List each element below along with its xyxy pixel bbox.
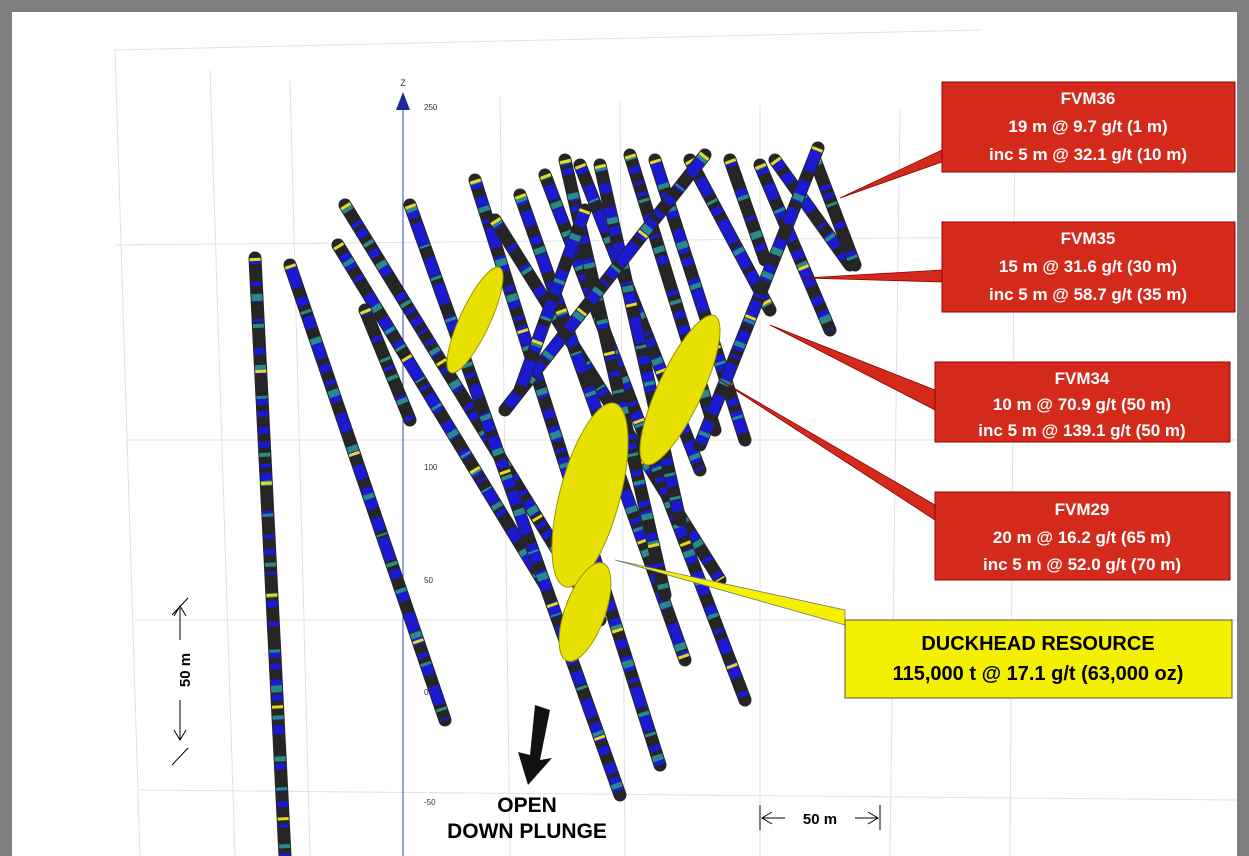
horizontal-scale-bar [759, 805, 881, 830]
z-tick-label: 250 [424, 103, 438, 112]
callout-line: inc 5 m @ 139.1 g/t (50 m) [978, 421, 1185, 440]
assay-interval [514, 208, 591, 392]
annotation: OPEN [497, 794, 557, 817]
resource-title: DUCKHEAD RESOURCE [921, 633, 1154, 655]
plunge-arrow [518, 705, 552, 785]
callout-title: FVM36 [1061, 89, 1116, 108]
assay-interval [694, 145, 824, 448]
callout-title: FVM35 [1061, 229, 1116, 248]
z-tick-label: 50 [424, 576, 433, 585]
assay-interval [624, 153, 721, 432]
assay-interval [770, 156, 855, 269]
callout-line: 15 m @ 31.6 g/t (30 m) [999, 257, 1177, 276]
assay-interval [284, 263, 451, 722]
drill-hole [248, 251, 292, 856]
assay-interval [649, 158, 751, 442]
callout-box [941, 221, 1236, 313]
annotation: DOWN PLUNGE [447, 820, 607, 843]
assay-interval [754, 162, 836, 333]
assay-interval [685, 157, 775, 313]
callout-line: 20 m @ 16.2 g/t (65 m) [993, 528, 1171, 547]
callout-box [934, 491, 1231, 581]
assay-interval [404, 203, 626, 797]
z-label: Z [400, 78, 406, 88]
callout-box [934, 361, 1231, 443]
assay-interval [594, 163, 686, 522]
callout-line: inc 5 m @ 32.1 g/t (10 m) [989, 145, 1187, 164]
resource-line: 115,000 t @ 17.1 g/t (63,000 oz) [893, 663, 1184, 685]
ore-body [446, 266, 721, 662]
assay-interval [333, 242, 550, 588]
callout-line: inc 5 m @ 52.0 g/t (70 m) [983, 555, 1181, 574]
scale-label: 50 m [177, 653, 194, 687]
drill-hole [723, 153, 772, 267]
callout-line: 10 m @ 70.9 g/t (50 m) [993, 395, 1171, 414]
z-tick-label: -50 [424, 798, 436, 807]
scale-label: 50 m [803, 811, 837, 828]
resource-box [844, 619, 1233, 699]
callout-title: FVM29 [1055, 500, 1110, 519]
assay-interval [359, 307, 416, 423]
assay-interval [500, 151, 710, 414]
drill-hole [808, 153, 862, 272]
z-tick-label: 150 [424, 341, 438, 350]
z-tick-label: 0 [424, 688, 429, 697]
vertical-scale-bar [171, 597, 189, 766]
z-arrow [396, 92, 410, 110]
z-tick-label: 100 [424, 463, 438, 472]
callout-box [941, 81, 1236, 173]
callout-title: FVM34 [1055, 369, 1110, 388]
callout-pointers [614, 149, 943, 626]
callout-line: inc 5 m @ 58.7 g/t (35 m) [989, 285, 1187, 304]
callout-line: 19 m @ 9.7 g/t (1 m) [1008, 117, 1167, 136]
